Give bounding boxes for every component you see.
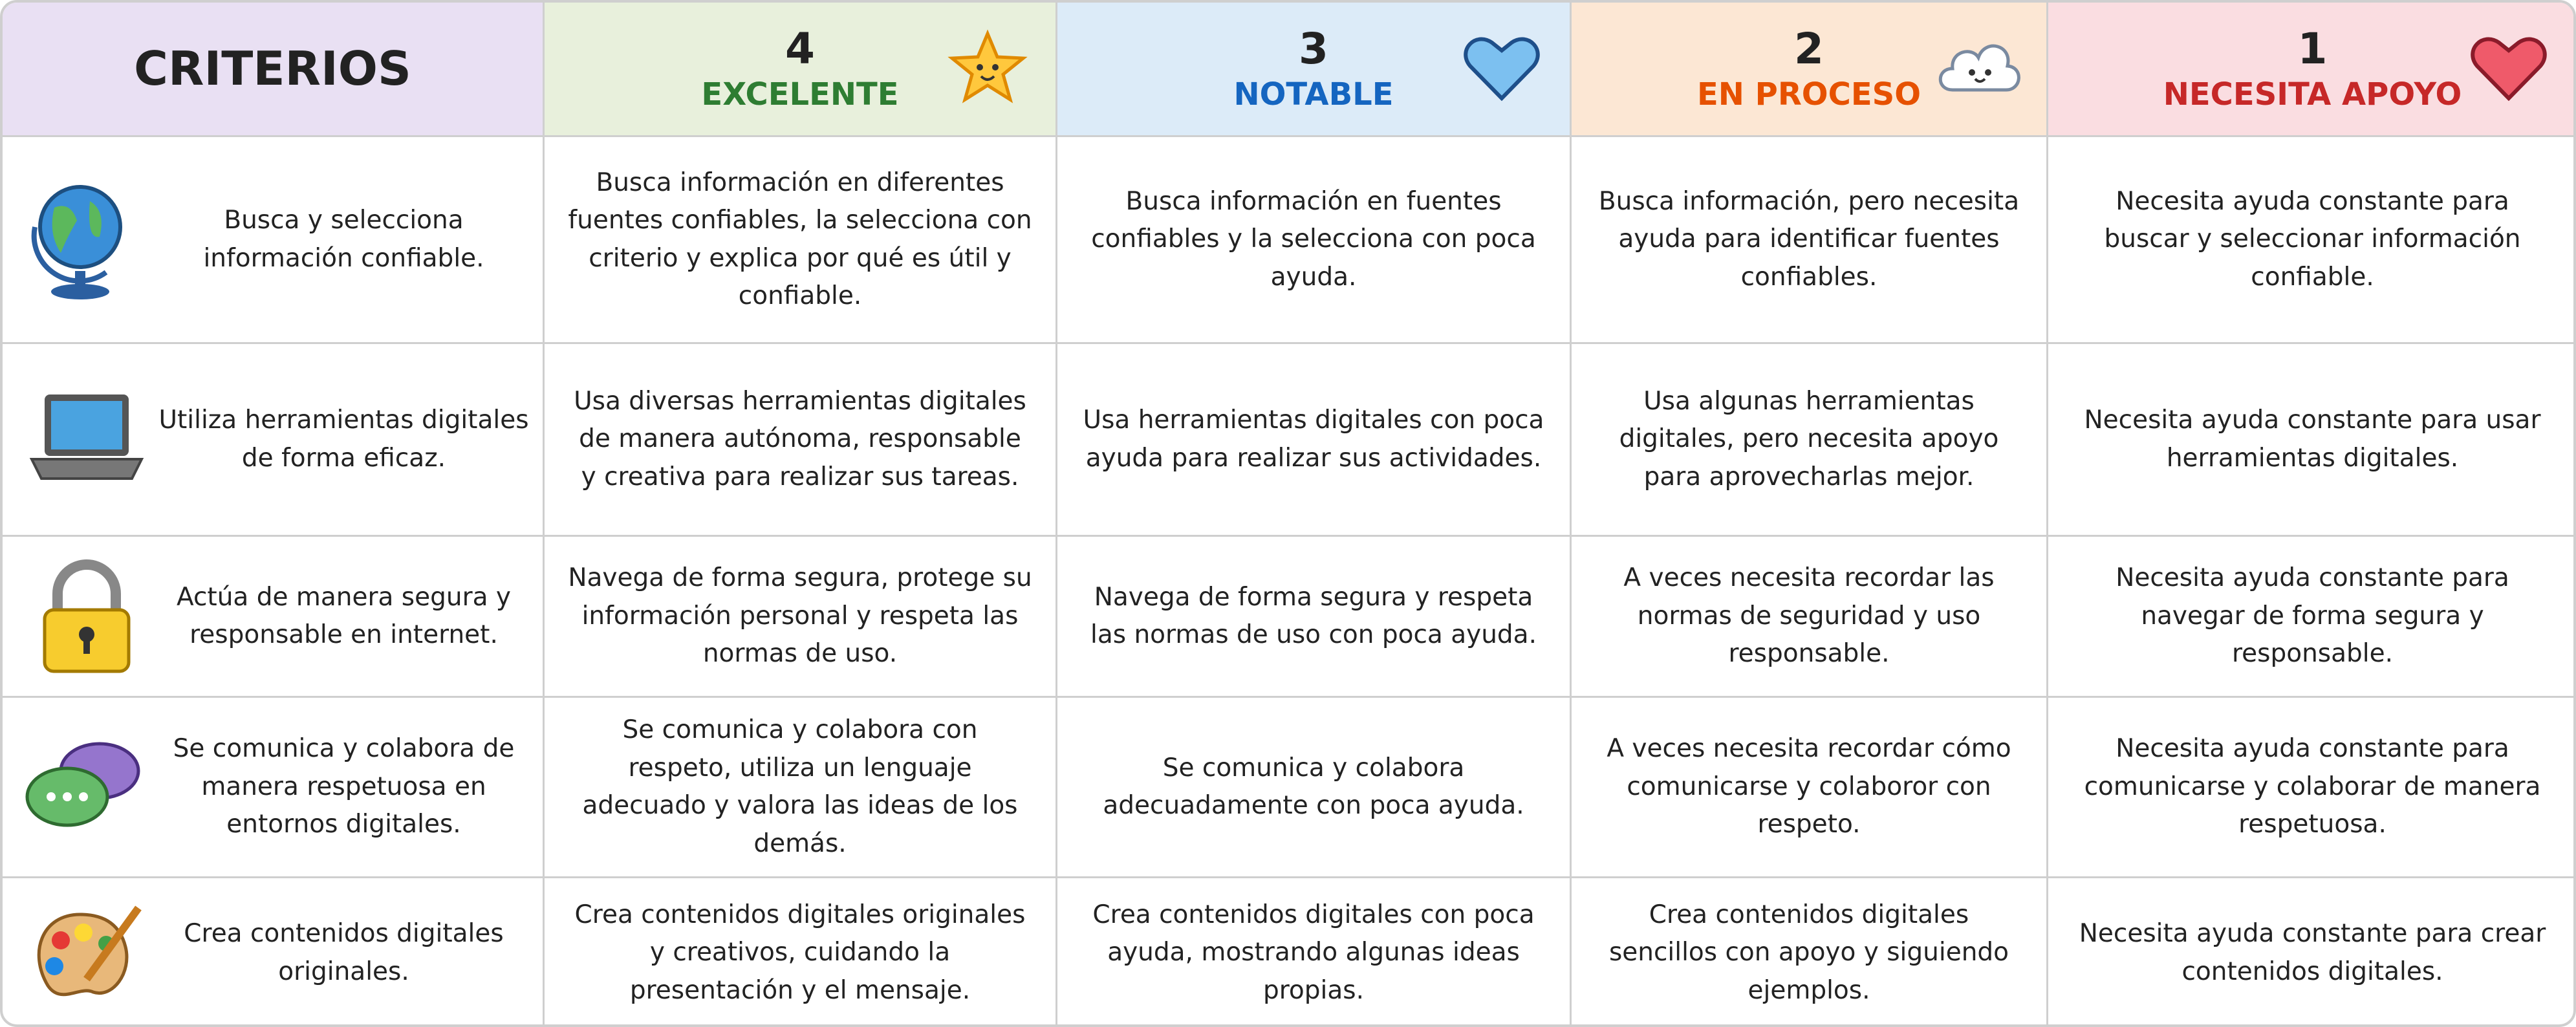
header-cell: 1 NECESITA APOYO (2048, 3, 2573, 137)
criterion-icon (25, 742, 140, 827)
criteria-heading: CRITERIOS (134, 41, 411, 96)
criterion-text: Utiliza herramientas digitales de forma … (158, 405, 529, 473)
criterion-icon (29, 394, 144, 480)
descriptor-cell: Necesita ayuda constante para comunicars… (2048, 698, 2573, 878)
level-label: EXCELENTE (701, 76, 899, 113)
level-label: NOTABLE (1233, 76, 1394, 113)
descriptor-cell: Necesita ayuda constante para navegar de… (2048, 537, 2573, 698)
descriptor-cell: Usa diversas herramientas digitales de m… (545, 344, 1057, 537)
descriptor-cell: Usa herramientas digitales con poca ayud… (1057, 344, 1572, 537)
criterion-text: Actúa de manera segura y responsable en … (176, 582, 512, 650)
descriptor-cell: Necesita ayuda constante para usar herra… (2048, 344, 2573, 537)
criterion-text: Se comunica y colabora de manera respetu… (173, 734, 515, 839)
level-number: 4 (785, 23, 815, 74)
descriptor-cell: Navega de forma segura y respeta las nor… (1057, 537, 1572, 698)
criterion-icon (37, 905, 142, 996)
level-number: 1 (2297, 23, 2328, 74)
descriptor-cell: A veces necesita recordar cómo comunicar… (1572, 698, 2048, 878)
level-icon (2471, 37, 2547, 102)
level-label: EN PROCESO (1696, 76, 1921, 113)
criterion-text: Crea contenidos digitales originales. (184, 919, 504, 986)
descriptor-cell: Necesita ayuda constante para buscar y s… (2048, 137, 2573, 344)
criterion-cell: Busca y selecciona información confiable… (3, 137, 545, 344)
header-cell: 2 EN PROCESO (1572, 3, 2048, 137)
criterion-icon (31, 184, 122, 299)
level-icon (1464, 37, 1540, 102)
level-icon (1938, 44, 2020, 92)
level-number: 2 (1794, 23, 1824, 74)
descriptor-cell: Busca información en diferentes fuentes … (545, 137, 1057, 344)
descriptor-cell: Busca información en fuentes confiables … (1057, 137, 1572, 344)
criterion-cell: Crea contenidos digitales originales. (3, 878, 545, 1024)
descriptor-cell: Crea contenidos digitales con poca ayuda… (1057, 878, 1572, 1024)
level-number: 3 (1299, 23, 1328, 74)
descriptor-cell: Navega de forma segura, protege su infor… (545, 537, 1057, 698)
descriptor-cell: A veces necesita recordar las normas de … (1572, 537, 2048, 698)
header-cell: CRITERIOS (3, 3, 545, 137)
header-cell: 3 NOTABLE (1057, 3, 1572, 137)
level-label: NECESITA APOYO (2163, 76, 2462, 113)
descriptor-cell: Necesita ayuda constante para crear cont… (2048, 878, 2573, 1024)
criterion-cell: Se comunica y colabora de manera respetu… (3, 698, 545, 878)
descriptor-cell: Crea contenidos digitales originales y c… (545, 878, 1057, 1024)
header-cell: 4 EXCELENTE (545, 3, 1057, 137)
criterion-text: Busca y selecciona información confiable… (203, 206, 484, 273)
criterion-icon (43, 559, 131, 673)
descriptor-cell: Usa algunas herramientas digitales, pero… (1572, 344, 2048, 537)
level-icon (947, 29, 1028, 103)
descriptor-cell: Crea contenidos digitales sencillos con … (1572, 878, 2048, 1024)
descriptor-cell: Se comunica y colabora con respeto, util… (545, 698, 1057, 878)
descriptor-cell: Se comunica y colabora adecuadamente con… (1057, 698, 1572, 878)
criterion-cell: Utiliza herramientas digitales de forma … (3, 344, 545, 537)
criterion-cell: Actúa de manera segura y responsable en … (3, 537, 545, 698)
descriptor-cell: Busca información, pero necesita ayuda p… (1572, 137, 2048, 344)
